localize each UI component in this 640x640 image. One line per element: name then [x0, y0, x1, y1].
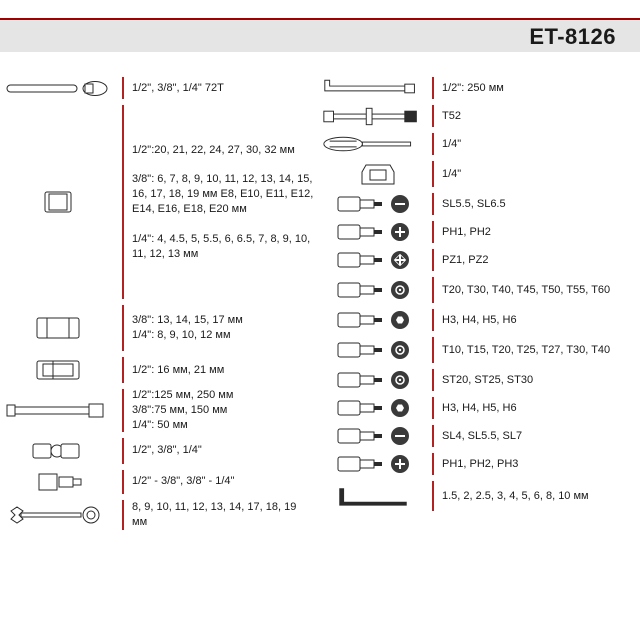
- bit-hex-icon: [320, 308, 430, 332]
- accent-divider: [432, 249, 434, 271]
- spec-row: SL5.5, SL6.5: [320, 190, 640, 218]
- spec-row: T20, T30, T40, T45, T50, T55, T60: [320, 274, 640, 306]
- accent-divider: [122, 357, 124, 383]
- spec-row: 1/2": 250 мм: [320, 74, 640, 102]
- spec-label: 1/4": [442, 167, 467, 182]
- bit-holder-icon: [320, 162, 430, 186]
- spec-row: ST20, ST25, ST30: [320, 366, 640, 394]
- spec-label: 1.5, 2, 2.5, 3, 4, 5, 6, 8, 10 мм: [442, 489, 595, 504]
- accent-divider: [122, 470, 124, 494]
- spec-label: 1/2" - 3/8", 3/8" - 1/4": [132, 474, 240, 489]
- spec-row: 1.5, 2, 2.5, 3, 4, 5, 6, 8, 10 мм: [320, 478, 640, 514]
- spec-label: 1/2": 16 мм, 21 мм: [132, 363, 230, 378]
- spec-row: 3/8": 13, 14, 15, 17 мм 1/4": 8, 9, 10, …: [0, 302, 320, 354]
- bit-tx-icon: [320, 278, 430, 302]
- wrench-icon: [0, 503, 120, 527]
- spec-row: H3, H4, H5, H6: [320, 306, 640, 334]
- accent-divider: [122, 105, 124, 299]
- bit-ph-icon: [320, 220, 430, 244]
- spec-row: 1/2" - 3/8", 3/8" - 1/4": [0, 467, 320, 497]
- accent-divider: [122, 438, 124, 464]
- accent-divider: [432, 481, 434, 511]
- spec-label: 1/2": 250 мм: [442, 81, 510, 96]
- spec-row: SL4, SL5.5, SL7: [320, 422, 640, 450]
- accent-divider: [432, 133, 434, 155]
- accent-divider: [432, 369, 434, 391]
- spec-row: PZ1, PZ2: [320, 246, 640, 274]
- spec-row: 1/2":20, 21, 22, 24, 27, 30, 32 мм 3/8":…: [0, 102, 320, 302]
- spec-row: 1/4": [320, 130, 640, 158]
- spec-row: T52: [320, 102, 640, 130]
- extension-icon: [0, 398, 120, 422]
- spark-plug-icon: [0, 358, 120, 382]
- hexkey-icon: [320, 484, 430, 508]
- spec-label: PH1, PH2: [442, 225, 497, 240]
- ratchet-icon: [0, 76, 120, 100]
- spec-row: 1/4": [320, 158, 640, 190]
- spec-row: PH1, PH2: [320, 218, 640, 246]
- spec-label: SL5.5, SL6.5: [442, 197, 512, 212]
- spec-label: 1/2":20, 21, 22, 24, 27, 30, 32 мм 3/8":…: [132, 143, 320, 262]
- bit-hex-s-icon: [320, 396, 430, 420]
- accent-divider: [432, 309, 434, 331]
- column-right: 1/2": 250 мм T52 1/4" 1/4" S: [320, 74, 640, 630]
- accent-divider: [432, 193, 434, 215]
- spec-label: 8, 9, 10, 11, 12, 13, 14, 17, 18, 19 мм: [132, 500, 320, 530]
- spec-label: 3/8": 13, 14, 15, 17 мм 1/4": 8, 9, 10, …: [132, 313, 249, 343]
- spec-label: ST20, ST25, ST30: [442, 373, 539, 388]
- accent-divider: [432, 77, 434, 99]
- bit-tx-s-icon: [320, 338, 430, 362]
- spec-label: PZ1, PZ2: [442, 253, 494, 268]
- accent-divider: [122, 305, 124, 351]
- spec-label: T10, T15, T20, T25, T27, T30, T40: [442, 343, 616, 358]
- bit-ph-s-icon: [320, 452, 430, 476]
- spec-label: H3, H4, H5, H6: [442, 313, 523, 328]
- bit-pz-icon: [320, 248, 430, 272]
- spec-label: T20, T30, T40, T45, T50, T55, T60: [442, 283, 616, 298]
- spec-label: SL4, SL5.5, SL7: [442, 429, 528, 444]
- spec-row: 1/2":125 мм, 250 мм 3/8":75 мм, 150 мм 1…: [0, 386, 320, 435]
- spec-row: 1/2": 16 мм, 21 мм: [0, 354, 320, 386]
- ujoint-icon: [0, 439, 120, 463]
- spec-label: T52: [442, 109, 467, 124]
- tbar-icon: [320, 104, 430, 128]
- screwdriver-icon: [320, 132, 430, 156]
- spec-label: 1/4": [442, 137, 467, 152]
- bit-tx-s2-icon: [320, 368, 430, 392]
- spec-label: H3, H4, H5, H6: [442, 401, 523, 416]
- accent-divider: [122, 77, 124, 99]
- content-columns: 1/2", 3/8", 1/4" 72T 1/2":20, 21, 22, 24…: [0, 74, 640, 630]
- header-bar: ET-8126: [0, 18, 640, 52]
- bit-sl-s-icon: [320, 424, 430, 448]
- accent-divider: [432, 425, 434, 447]
- spec-row: 1/2", 3/8", 1/4": [0, 435, 320, 467]
- spec-row: H3, H4, H5, H6: [320, 394, 640, 422]
- accent-divider: [432, 105, 434, 127]
- spec-label: 1/2":125 мм, 250 мм 3/8":75 мм, 150 мм 1…: [132, 388, 239, 433]
- spec-label: 1/2", 3/8", 1/4" 72T: [132, 81, 230, 96]
- accent-divider: [432, 161, 434, 187]
- accent-divider: [122, 389, 124, 432]
- model-title: ET-8126: [529, 24, 616, 50]
- adapter-icon: [0, 470, 120, 494]
- spec-row: 8, 9, 10, 11, 12, 13, 14, 17, 18, 19 мм: [0, 497, 320, 533]
- spec-row: 1/2", 3/8", 1/4" 72T: [0, 74, 320, 102]
- accent-divider: [122, 500, 124, 530]
- socket-short-icon: [0, 190, 120, 214]
- accent-divider: [432, 397, 434, 419]
- lbar-icon: [320, 76, 430, 100]
- spec-row: PH1, PH2, PH3: [320, 450, 640, 478]
- accent-divider: [432, 221, 434, 243]
- socket-long-icon: [0, 316, 120, 340]
- accent-divider: [432, 453, 434, 475]
- spec-label: PH1, PH2, PH3: [442, 457, 524, 472]
- bit-sl-icon: [320, 192, 430, 216]
- accent-divider: [432, 277, 434, 303]
- spec-row: T10, T15, T20, T25, T27, T30, T40: [320, 334, 640, 366]
- spec-label: 1/2", 3/8", 1/4": [132, 443, 208, 458]
- accent-divider: [432, 337, 434, 363]
- column-left: 1/2", 3/8", 1/4" 72T 1/2":20, 21, 22, 24…: [0, 74, 320, 630]
